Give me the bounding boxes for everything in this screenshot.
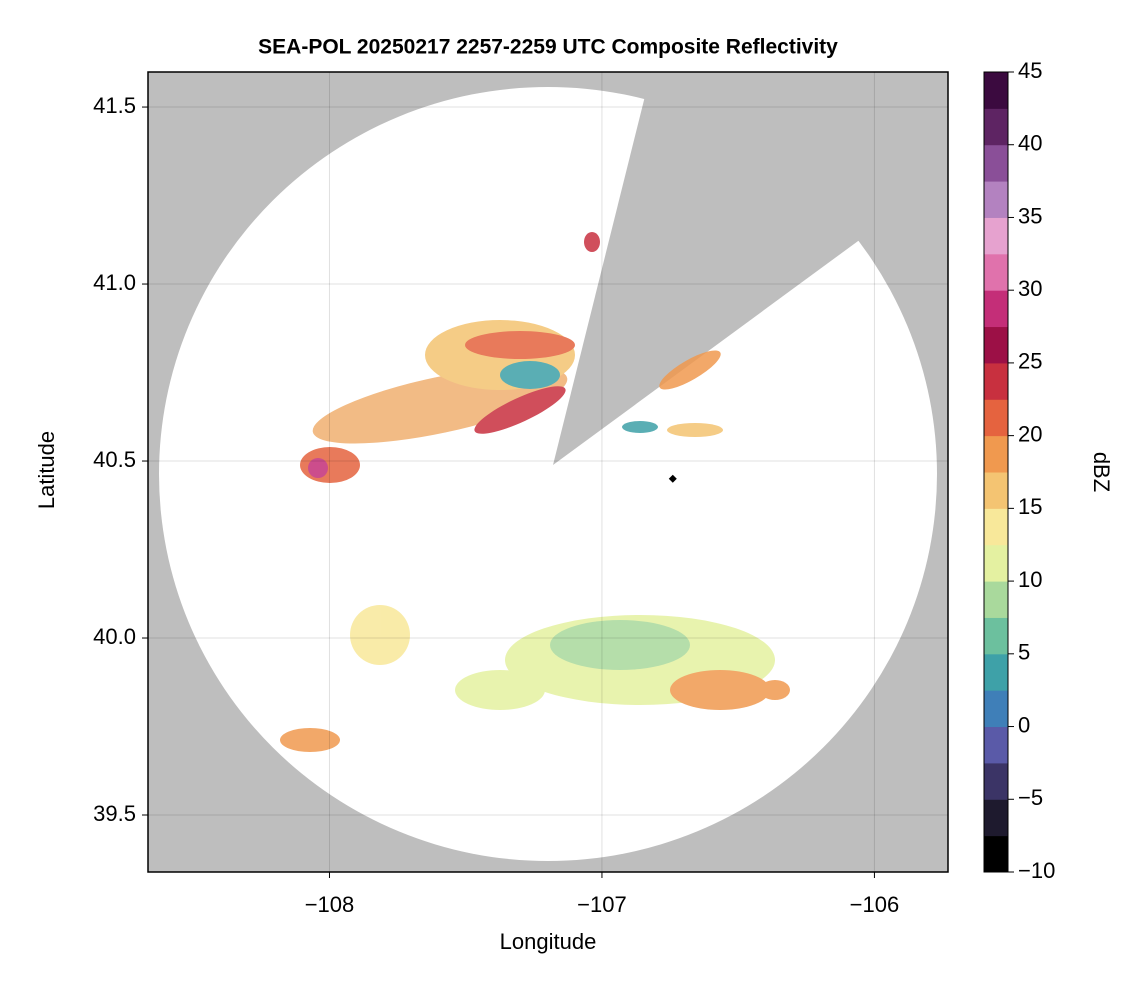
plot-frame: [147, 71, 949, 873]
colorbar-tick-label: 20: [1018, 421, 1042, 446]
y-tick-label: 40.0: [93, 624, 136, 649]
colorbar-segment: [984, 835, 1008, 873]
colorbar-segment: [984, 362, 1008, 400]
radar-field: [148, 72, 948, 872]
colorbar-segment: [984, 181, 1008, 218]
colorbar-segment: [984, 690, 1008, 728]
colorbar-segment: [984, 726, 1008, 764]
colorbar-segment: [984, 435, 1008, 473]
colorbar-segment: [984, 217, 1008, 255]
colorbar-tick-label: 5: [1018, 640, 1030, 665]
colorbar-segment: [984, 799, 1008, 837]
colorbar-segment: [984, 472, 1008, 509]
colorbar-segment: [984, 72, 1008, 109]
radar-marker: [668, 474, 677, 483]
colorbar-tick-label: 30: [1018, 276, 1042, 301]
colorbar-label: dBZ: [1089, 452, 1114, 492]
colorbar-segment: [984, 544, 1008, 582]
colorbar-segment: [984, 581, 1008, 618]
colorbar-segment: [984, 653, 1008, 691]
y-tick-label: 40.5: [93, 447, 136, 472]
x-tick-label: −107: [577, 892, 627, 917]
y-tick-label: 39.5: [93, 801, 136, 826]
colorbar-tick-label: −5: [1018, 785, 1043, 810]
colorbar-tick-label: 0: [1018, 712, 1030, 737]
colorbar-tick-label: −10: [1018, 858, 1055, 883]
x-tick-label: −108: [305, 892, 355, 917]
x-axis-label: Longitude: [500, 929, 597, 954]
blocked-sector: [553, 72, 948, 465]
colorbar-segment: [984, 399, 1008, 437]
colorbar-tick-label: 35: [1018, 203, 1042, 228]
colorbar-segment: [984, 108, 1008, 146]
colorbar-segment: [984, 326, 1008, 364]
colorbar-segment: [984, 617, 1008, 655]
colorbar-tick-label: 10: [1018, 567, 1042, 592]
x-tick-label: −106: [850, 892, 900, 917]
colorbar-tick-label: 40: [1018, 131, 1042, 156]
y-axis-label: Latitude: [34, 431, 59, 509]
colorbar-segment: [984, 253, 1008, 291]
colorbar-segment: [984, 508, 1008, 546]
colorbar-segment: [984, 144, 1008, 182]
colorbar-frame: [983, 71, 1009, 873]
y-tick-label: 41.0: [93, 270, 136, 295]
chart-title: SEA-POL 20250217 2257-2259 UTC Composite…: [258, 36, 838, 59]
colorbar-segment: [984, 762, 1008, 800]
colorbar-tick-label: 45: [1018, 58, 1042, 83]
y-tick-label: 41.5: [93, 93, 136, 118]
colorbar-segment: [984, 290, 1008, 328]
echoes: [280, 232, 790, 752]
colorbar-tick-label: 15: [1018, 494, 1042, 519]
colorbar-tick-label: 25: [1018, 349, 1042, 374]
